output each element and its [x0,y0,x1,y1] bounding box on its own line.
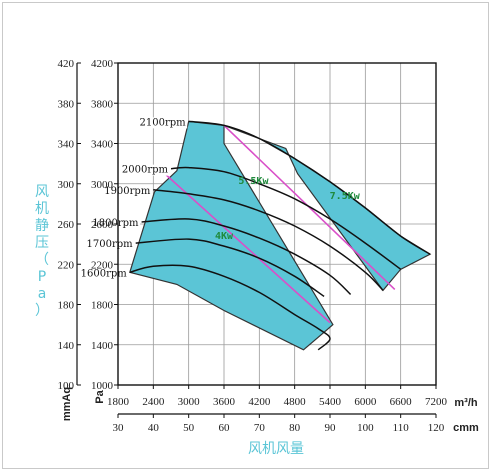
x-unit-m3h: m³/h [454,397,478,409]
x-tick-label-cmm: 110 [393,422,410,434]
x-tick-label-cmm: 100 [357,422,374,434]
y-unit-mmaq: mmAq [61,387,73,421]
x-tick-label-m3h: 3000 [178,396,201,408]
y-tick-label-mmaq: 260 [58,219,75,231]
y-axis-title-char: 压 [35,235,49,251]
y-tick-label-pa: 2600 [91,219,114,231]
x-tick-label-cmm: 50 [183,422,195,434]
rpm-curve-1600rpm [129,264,331,351]
y-tick-label-mmaq: 380 [58,98,75,110]
y-tick-label-pa: 3000 [91,179,114,191]
rpm-curve-2000rpm [170,166,402,270]
x-tick-label-m3h: 7200 [425,396,448,408]
x-tick-label-m3h: 2400 [142,396,165,408]
x-tick-label-m3h: 6600 [390,396,413,408]
x-tick-label-cmm: 40 [148,422,160,434]
rpm-label: 1800rpm [92,218,139,229]
y-tick-label-mmaq: 420 [58,58,75,70]
y-unit-pa: Pa [94,389,106,403]
chart-labels: 2100rpm 2000rpm 1900rpm 1800rpm 1700rpm 1600r… [79,117,361,280]
x-tick-label-m3h: 6000 [354,396,377,408]
chart-frame [2,2,489,469]
rpm-label-bg [79,268,129,280]
rpm-curve-1700rpm [135,238,325,298]
y-tick-label-pa: 1800 [91,300,114,312]
y-tick-label-mmaq: 300 [58,179,75,191]
y-tick-label-mmaq: 100 [58,380,75,392]
rpm-label: 1900rpm [104,186,151,197]
power-label: 7.5Kw [330,191,361,202]
y-axis-title-char: 风 [35,184,49,200]
rpm-curve-1900rpm [153,189,384,291]
y-tick-label-pa: 1000 [91,380,114,392]
x-tick-label-cmm: 80 [289,422,301,434]
y-tick-label-mmaq: 220 [58,259,75,271]
axes: 1000 1400 1800 2200 2600 3000 3400 3800 4200 100 1… [35,58,479,457]
y-tick-label-mmaq: 140 [58,340,75,352]
rpm-label-bg [85,239,135,251]
y-tick-label-pa: 3400 [91,139,114,151]
rpm-curves [129,120,431,351]
y-axis-title-char: 静 [35,218,49,234]
rpm-label-bg [91,217,141,229]
y-axis-title-char: 机 [35,201,49,217]
x-tick-label-cmm: 90 [325,422,337,434]
rpm-curve-2100rpm [188,120,431,255]
rpm-label-bg [138,117,188,129]
rpm-label-bg [103,185,152,197]
x-tick-label-cmm: 70 [254,422,266,434]
x-unit-cmm: cmm [453,422,479,434]
x-axis-title: 风机风量 [248,441,304,457]
x-tick-label-cmm: 120 [428,422,445,434]
y-axis-title-char: ） [35,303,49,319]
rpm-label: 2000rpm [122,165,169,176]
x-tick-label-cmm: 30 [113,422,125,434]
rpm-curve-1800rpm [141,218,352,295]
x-tick-label-m3h: 3600 [213,396,236,408]
x-tick-label-m3h: 4200 [248,396,271,408]
x-tick-label-cmm: 60 [219,422,231,434]
y-tick-label-pa: 3800 [91,98,114,110]
power-label: 4Kw [215,231,234,242]
power-band-4Kw [129,120,334,351]
y-tick-label-mmaq: 340 [58,139,75,151]
rpm-label: 2100rpm [140,117,187,128]
y-axis-title-char: P [38,269,46,285]
power-bands [129,120,432,351]
y-axis-title-char: （ [35,252,49,268]
x-tick-label-m3h: 5400 [319,396,342,408]
y-tick-label-mmaq: 180 [58,300,75,312]
x-tick-label-m3h: 1800 [107,396,130,408]
y-axis-title-char: a [38,286,47,302]
rpm-label-bg [120,164,170,176]
power-label: 5.5Kw [238,176,269,187]
rpm-label: 1700rpm [87,239,134,250]
y-tick-label-pa: 1400 [91,340,114,352]
x-tick-label-m3h: 4800 [284,396,307,408]
rpm-label: 1600rpm [81,268,128,279]
y-tick-label-pa: 2200 [91,259,114,271]
y-tick-label-pa: 4200 [91,58,114,70]
